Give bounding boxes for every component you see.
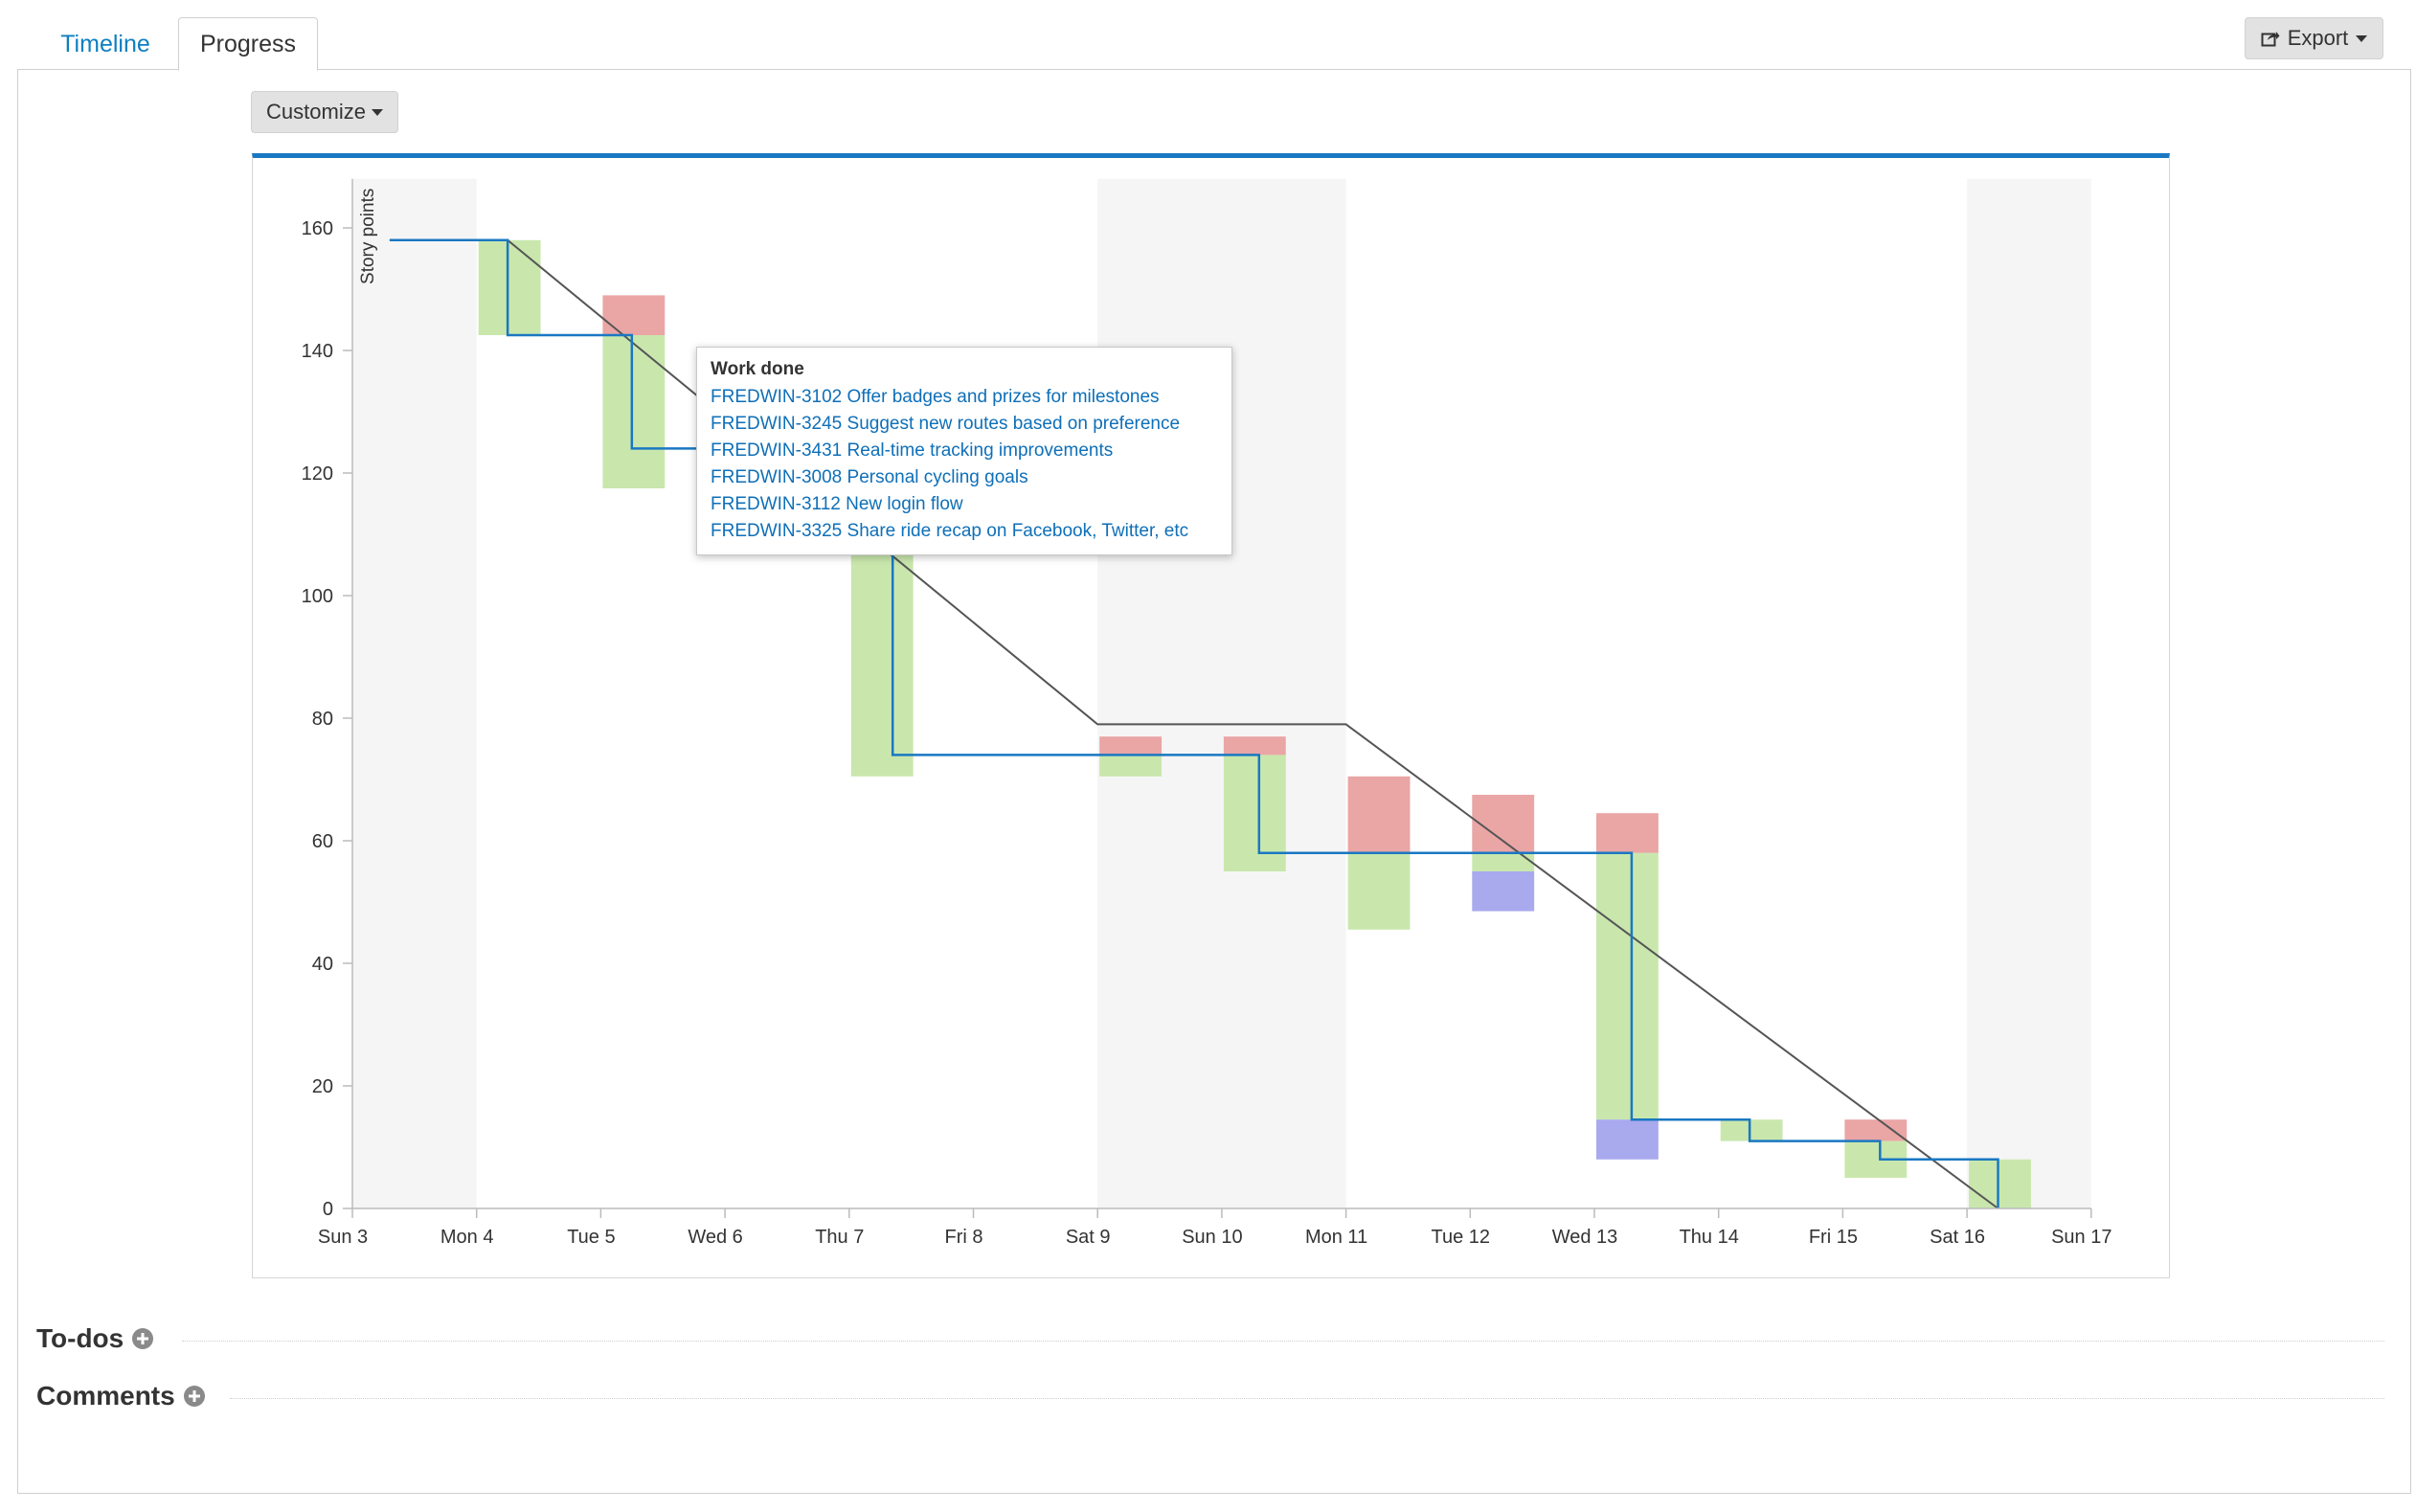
comments-section-header: Comments: [36, 1381, 206, 1411]
y-tick-label: 120: [302, 463, 333, 485]
x-tick-label: Thu 7: [815, 1227, 864, 1248]
y-tick-label: 60: [312, 831, 333, 852]
bar-completed[interactable]: [602, 335, 666, 488]
bar-added[interactable]: [1099, 736, 1163, 756]
x-tick-label: Sun 17: [2051, 1227, 2111, 1248]
tab-progress[interactable]: Progress: [178, 17, 318, 71]
y-tick-label: 100: [302, 586, 333, 607]
x-tick-label: Fri 15: [1809, 1227, 1858, 1248]
x-tick-label: Tue 12: [1432, 1227, 1491, 1248]
caret-down-icon: [2356, 34, 2368, 42]
export-label: Export: [2287, 26, 2349, 50]
x-tick-label: Sat 9: [1066, 1227, 1111, 1248]
todos-divider: [182, 1341, 2384, 1342]
x-tick-label: Wed 6: [688, 1227, 742, 1248]
bar-completed[interactable]: [1720, 1119, 1783, 1141]
bar-completed[interactable]: [1969, 1159, 2031, 1208]
x-tick-label: Wed 13: [1552, 1227, 1618, 1248]
comments-divider: [230, 1398, 2384, 1399]
tooltip-issue-link[interactable]: FREDWIN-3112 New login flow: [711, 494, 963, 514]
y-tick-label: 20: [312, 1076, 333, 1097]
x-tick-label: Mon 4: [440, 1227, 494, 1248]
weekend-band: [1967, 178, 2091, 1208]
bar-completed[interactable]: [478, 239, 541, 335]
x-tick-label: Sun 3: [318, 1227, 368, 1248]
caret-down-icon: [371, 108, 383, 116]
bar-added[interactable]: [1472, 795, 1535, 853]
tooltip-issue-link[interactable]: FREDWIN-3431 Real-time tracking improvem…: [711, 440, 1114, 461]
bar-added[interactable]: [1223, 736, 1286, 756]
todos-label: To-dos: [36, 1323, 124, 1353]
content-panel: [17, 69, 2411, 1494]
x-tick-label: Sun 10: [1182, 1227, 1242, 1248]
tooltip-title: Work done: [711, 359, 804, 379]
x-tick-label: Thu 14: [1680, 1227, 1739, 1248]
bar-added[interactable]: [1596, 813, 1659, 853]
bar-added[interactable]: [1844, 1119, 1908, 1141]
x-tick-label: Mon 11: [1305, 1227, 1367, 1248]
y-tick-label: 40: [312, 954, 333, 975]
customize-button[interactable]: Customize: [251, 91, 398, 133]
tab-timeline[interactable]: Timeline: [60, 30, 150, 57]
add-comment-plus-icon[interactable]: [183, 1385, 206, 1408]
tooltip-issue-link[interactable]: FREDWIN-3102 Offer badges and prizes for…: [711, 387, 1160, 407]
tabs-baseline: [17, 69, 2411, 70]
customize-label: Customize: [266, 100, 366, 124]
y-tick-label: 80: [312, 709, 333, 730]
bar-completed[interactable]: [1472, 852, 1535, 871]
weekend-band: [1097, 178, 1346, 1208]
bar-added[interactable]: [1347, 776, 1411, 853]
x-tick-label: Sat 16: [1930, 1227, 1985, 1248]
add-todo-plus-icon[interactable]: [131, 1327, 154, 1350]
weekend-band: [352, 178, 477, 1208]
bar-added[interactable]: [602, 295, 666, 335]
x-tick-label: Tue 5: [567, 1227, 615, 1248]
work-done-tooltip: Work done FREDWIN-3102 Offer badges and …: [696, 347, 1232, 555]
bar-removed[interactable]: [1472, 871, 1535, 912]
share-export-icon: [2261, 32, 2280, 47]
remaining-work-line: [389, 238, 1999, 1208]
export-button[interactable]: Export: [2245, 17, 2383, 59]
todos-section-header: To-dos: [36, 1323, 154, 1354]
y-tick-label: 140: [302, 341, 333, 362]
tooltip-issue-link[interactable]: FREDWIN-3245 Suggest new routes based on…: [711, 414, 1181, 434]
comments-label: Comments: [36, 1381, 175, 1410]
tooltip-issue-link[interactable]: FREDWIN-3008 Personal cycling goals: [711, 467, 1028, 487]
x-tick-label: Fri 8: [945, 1227, 983, 1248]
tooltip-issue-link[interactable]: FREDWIN-3325 Share ride recap on Faceboo…: [711, 521, 1189, 541]
y-tick-label: 160: [302, 218, 333, 239]
bar-completed[interactable]: [1099, 755, 1163, 777]
bar-removed[interactable]: [1596, 1119, 1659, 1160]
y-axis-label: Story points: [358, 189, 378, 284]
bar-completed[interactable]: [1347, 852, 1411, 930]
bar-completed[interactable]: [850, 546, 914, 777]
bar-completed[interactable]: [1596, 852, 1659, 1120]
y-tick-label: 0: [323, 1199, 333, 1220]
